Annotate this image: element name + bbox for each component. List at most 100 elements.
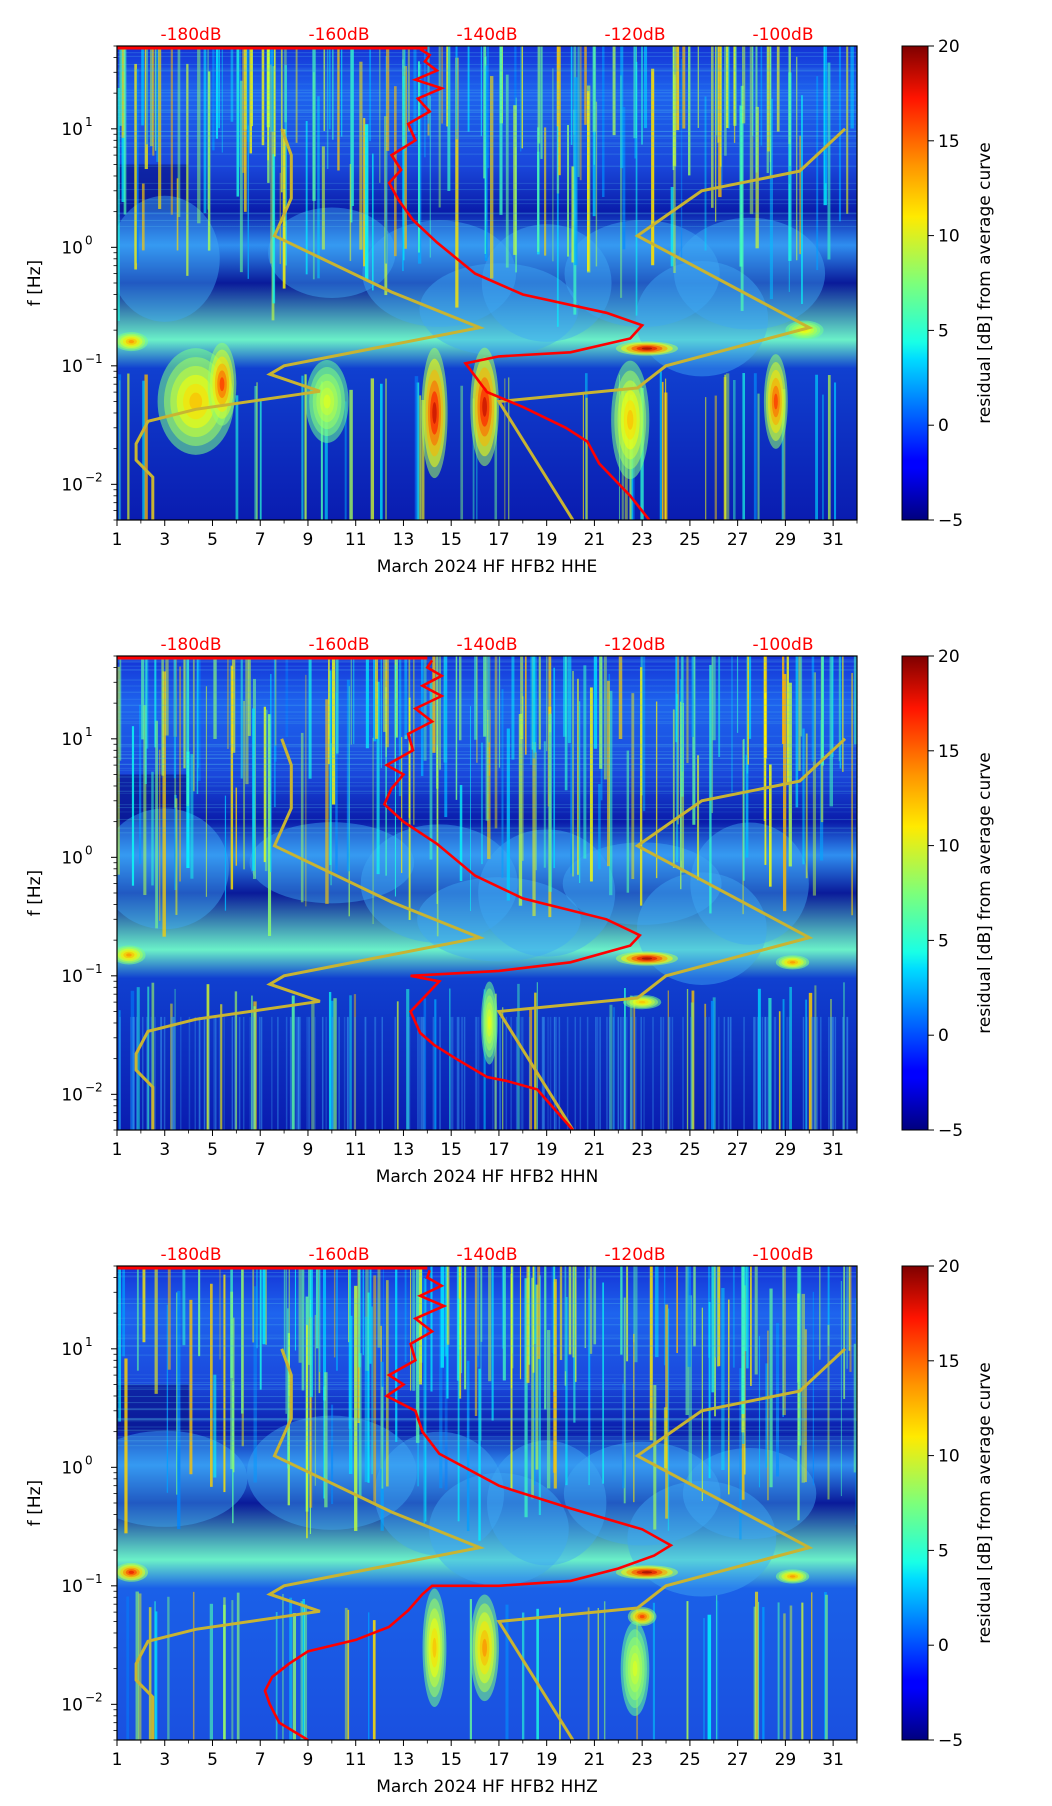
spectrogram-line bbox=[117, 1420, 857, 1422]
spectrogram-streak bbox=[343, 1016, 346, 1130]
spectrogram-line bbox=[117, 1383, 857, 1385]
spectrogram-streak bbox=[572, 1266, 575, 1358]
spectrogram-streak bbox=[333, 998, 337, 1130]
spectrogram-line bbox=[117, 95, 857, 97]
spectrogram-streak bbox=[609, 1004, 613, 1130]
colorbar-tick-label: 20 bbox=[938, 647, 960, 667]
spectrogram-streak bbox=[423, 1278, 425, 1525]
x-tick-label: 9 bbox=[303, 1750, 314, 1770]
spectrogram-streak bbox=[247, 125, 249, 279]
spectrogram-streak bbox=[444, 1305, 448, 1490]
spectrogram-streak bbox=[688, 1295, 692, 1484]
spectrogram-streak bbox=[136, 987, 140, 1130]
spectrogram-streak bbox=[721, 1287, 725, 1470]
spectrogram-streak bbox=[719, 46, 722, 167]
spectrogram-streak bbox=[558, 1016, 561, 1130]
spectrogram-streak bbox=[708, 1301, 711, 1479]
spectrogram-streak bbox=[524, 1278, 528, 1518]
y-tick-exponent: −1 bbox=[85, 352, 103, 366]
spectrogram-line bbox=[117, 1345, 857, 1347]
spectrogram-streak bbox=[617, 1016, 619, 1130]
spectrogram-streak bbox=[309, 1266, 313, 1398]
spectrogram-streak bbox=[419, 395, 422, 520]
noise-cloud bbox=[635, 260, 769, 377]
spectrogram-streak bbox=[743, 1016, 745, 1130]
noise-cloud bbox=[360, 824, 518, 943]
spectrogram-line bbox=[117, 1395, 857, 1397]
x-tick-label: 27 bbox=[727, 1750, 749, 1770]
spectrogram-streak bbox=[300, 732, 304, 903]
spectrogram-streak bbox=[575, 1266, 577, 1382]
spectrogram-streak bbox=[323, 46, 326, 131]
spectrogram-streak bbox=[338, 1016, 340, 1130]
x-tick-label: 29 bbox=[775, 1140, 797, 1160]
spectrogram-streak bbox=[349, 164, 352, 261]
spectrogram-streak bbox=[634, 1016, 637, 1130]
x-tick-label: 15 bbox=[440, 1750, 462, 1770]
x-tick-label: 11 bbox=[345, 1140, 367, 1160]
spectrogram-streak bbox=[262, 1266, 266, 1345]
spectrogram-streak bbox=[607, 680, 610, 867]
spectrogram-line bbox=[117, 807, 857, 809]
spectrogram-line bbox=[117, 1419, 857, 1421]
spectrogram-streak bbox=[840, 1280, 842, 1497]
spectrogram-streak bbox=[353, 656, 355, 744]
y-tick-exponent: 0 bbox=[85, 843, 93, 857]
spectrogram-line bbox=[117, 1271, 857, 1273]
spectrogram-streak bbox=[364, 1016, 367, 1130]
spectrogram-streak bbox=[295, 46, 298, 143]
spectrogram-line bbox=[117, 203, 857, 205]
spectrogram-streak bbox=[763, 656, 766, 821]
spectrogram-streak bbox=[372, 153, 374, 291]
spectrogram-streak bbox=[553, 1016, 556, 1130]
spectrogram-streak bbox=[386, 46, 390, 151]
spectrogram-streak bbox=[127, 373, 130, 520]
spectrogram-streak bbox=[487, 709, 491, 859]
spectrogram-streak bbox=[344, 401, 347, 520]
spectrogram-streak bbox=[534, 992, 537, 1130]
spectrogram-streak bbox=[401, 737, 403, 873]
spectrogram-streak bbox=[579, 46, 582, 181]
spectrogram-streak bbox=[484, 56, 486, 254]
noise-cloud bbox=[374, 1431, 505, 1556]
spectrogram-streak bbox=[697, 46, 699, 128]
spectrogram-streak bbox=[350, 46, 353, 223]
top-db-label: -160dB bbox=[308, 1245, 369, 1265]
activity-blob bbox=[487, 1016, 491, 1030]
spectrogram-streak bbox=[800, 656, 803, 737]
spectrogram-streak bbox=[676, 46, 680, 131]
spectrogram-streak bbox=[341, 46, 343, 137]
spectrogram-streak bbox=[394, 664, 396, 897]
spectrogram-streak bbox=[624, 987, 626, 1130]
spectrogram-line bbox=[117, 763, 857, 765]
colorbar-tick-label: 5 bbox=[938, 931, 949, 951]
spectrogram-streak bbox=[603, 1601, 606, 1740]
spectrogram-streak bbox=[769, 764, 772, 887]
x-tick-label: 11 bbox=[345, 1750, 367, 1770]
spectrogram-streak bbox=[249, 46, 253, 154]
spectrogram-line bbox=[117, 832, 857, 834]
spectrogram-streak bbox=[182, 1266, 186, 1346]
spectrogram-streak bbox=[608, 1016, 611, 1130]
spectrogram-streak bbox=[421, 399, 425, 520]
activity-blob bbox=[219, 377, 225, 392]
spectrogram-streak bbox=[364, 1016, 366, 1130]
spectrogram-streak bbox=[504, 378, 506, 520]
spectrogram-streak bbox=[449, 988, 451, 1130]
spectrogram-streak bbox=[295, 1016, 297, 1130]
spectrogram-streak bbox=[118, 374, 122, 520]
spectrogram-line bbox=[117, 1302, 857, 1304]
spectrogram-streak bbox=[251, 46, 253, 127]
spectrogram-streak bbox=[484, 65, 488, 261]
spectrogram-streak bbox=[170, 1003, 173, 1130]
spectrogram-streak bbox=[559, 1266, 563, 1360]
spectrogram-streak bbox=[701, 1307, 704, 1502]
spectrogram-streak bbox=[672, 709, 675, 869]
spectrogram-streak bbox=[117, 666, 120, 875]
spectrogram-streak bbox=[239, 46, 241, 167]
spectrogram-line bbox=[117, 144, 857, 146]
spectrogram-line bbox=[117, 109, 857, 111]
spectrogram-line bbox=[117, 1374, 857, 1376]
top-db-label: -120dB bbox=[604, 1245, 665, 1265]
